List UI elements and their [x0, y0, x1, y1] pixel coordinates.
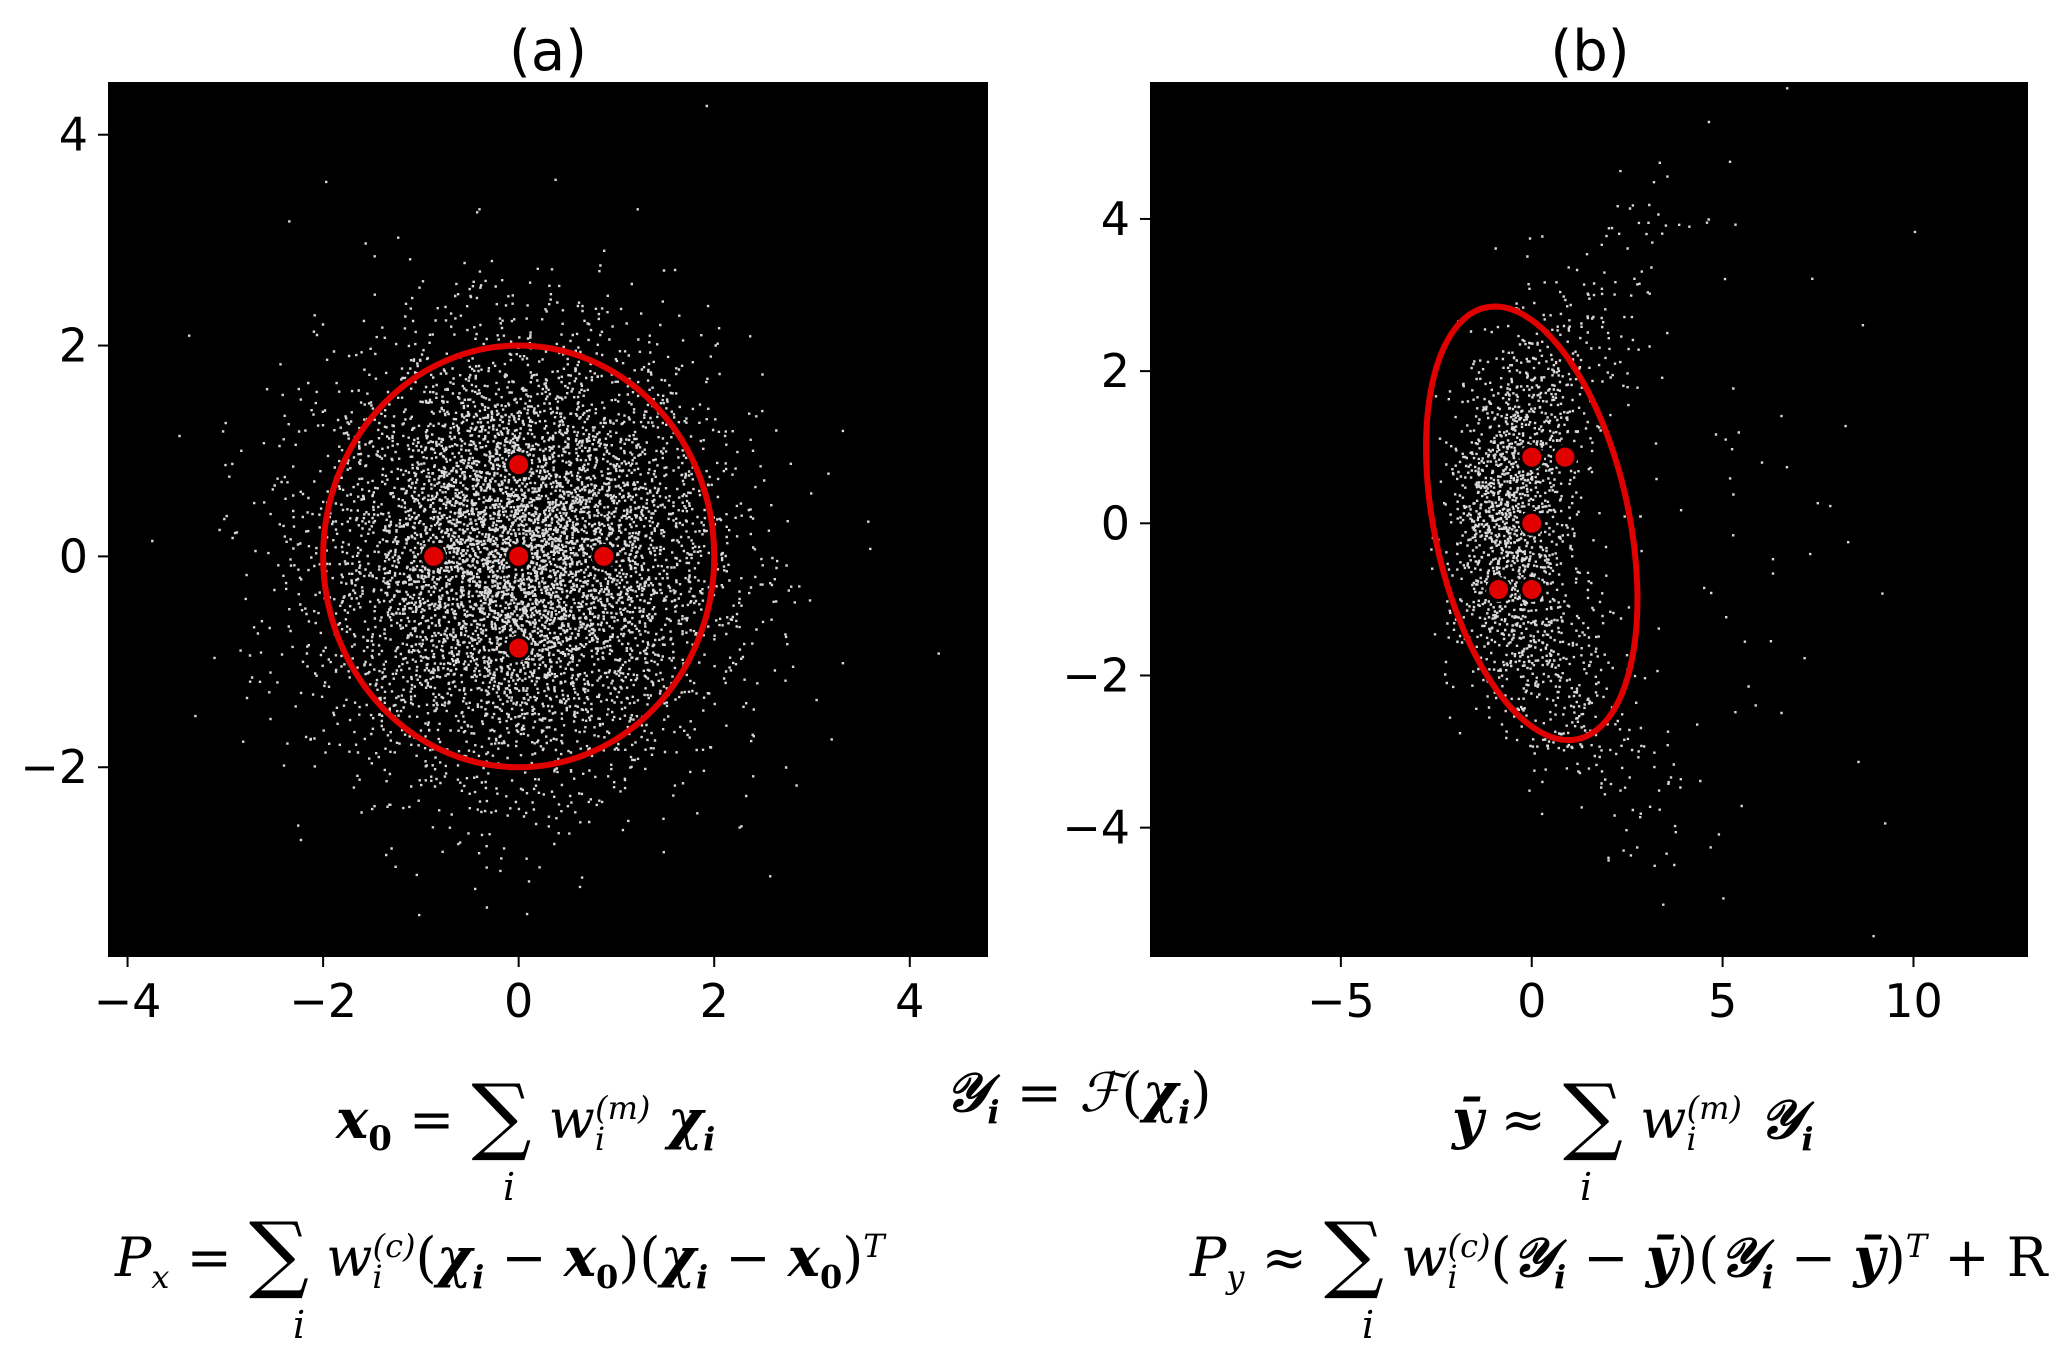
panel-b-plot-area	[1150, 82, 2028, 957]
x-tick-label: 5	[1708, 974, 1737, 1028]
x-tick-label: 0	[1517, 974, 1546, 1028]
panel-b: (b) −5 0 5 10 −4 −2 0 2 4	[1062, 19, 2028, 1028]
panel-a: (a) −4 −2 0 2 4 −2 0 2 4	[20, 19, 988, 1028]
equation-mean-x: x0 = ∑ wi(m) χi i	[336, 1066, 716, 1209]
y-tick-label: −2	[1062, 648, 1130, 702]
y-tick-label: −2	[20, 740, 88, 794]
y-tick-label: 0	[59, 529, 88, 583]
panel-a-y-axis: −2 0 2 4	[20, 108, 108, 794]
equation-mean-y: ȳ ≈ ∑ wi(m) 𝒴i i	[1452, 1066, 1814, 1209]
panel-b-covariance-ellipse	[1423, 303, 1641, 744]
y-tick-label: 4	[1101, 192, 1130, 246]
panel-b-y-axis: −4 −2 0 2 4	[1062, 192, 1150, 855]
equation-cov-x: Px = ∑ wi(c)(χi − x0)(χi − x0)T i	[115, 1204, 885, 1347]
y-tick-label: −4	[1062, 801, 1130, 855]
panel-b-title: (b)	[1550, 19, 1629, 84]
cloud-points	[151, 104, 940, 917]
y-tick-label: 0	[1101, 496, 1130, 550]
panel-a-sigma-points	[421, 452, 617, 661]
sigma-point-1	[421, 543, 447, 569]
x-tick-label: 10	[1884, 974, 1943, 1028]
sigma-point-4	[1519, 577, 1545, 602]
panel-b-x-axis: −5 0 5 10	[1307, 957, 1943, 1028]
panel-b-sigma-points	[1486, 444, 1578, 602]
y-tick-label: 2	[59, 319, 88, 373]
panel-a-title: (a)	[509, 19, 587, 84]
x-tick-label: −5	[1307, 974, 1375, 1028]
sigma-point-2	[506, 543, 532, 569]
equation-cov-y: Py ≈ ∑ wi(c)(𝒴i − ȳ)(𝒴i − ȳ)T + R i	[1190, 1204, 2048, 1347]
sigma-point-3	[1486, 577, 1512, 602]
panel-a-covariance-ellipse	[320, 342, 718, 771]
sigma-point-0	[506, 452, 532, 478]
x-tick-label: −2	[289, 974, 357, 1028]
panel-a-x-axis: −4 −2 0 2 4	[94, 957, 924, 1028]
sigma-point-0	[1519, 444, 1545, 470]
panel-a-point-cloud	[151, 104, 940, 917]
sigma-point-3	[591, 543, 617, 569]
y-tick-label: 2	[1101, 344, 1130, 398]
y-tick-label: 4	[59, 108, 88, 162]
x-tick-label: 2	[700, 974, 729, 1028]
sigma-point-4	[506, 635, 532, 661]
x-tick-label: −4	[94, 974, 162, 1028]
x-tick-label: 4	[895, 974, 924, 1028]
sigma-point-2	[1519, 510, 1545, 536]
equation-transform: 𝒴i = ℱ(χi)	[945, 1060, 1212, 1131]
x-tick-label: 0	[504, 974, 533, 1028]
sigma-point-1	[1552, 444, 1578, 470]
panel-a-plot-area	[108, 82, 988, 957]
